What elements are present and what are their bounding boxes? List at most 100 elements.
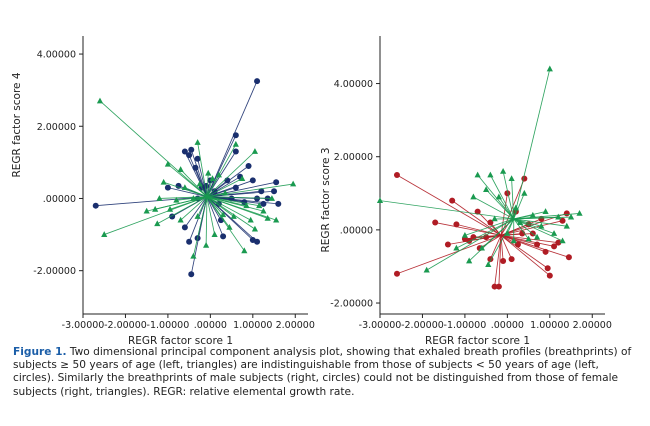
connector-line — [500, 235, 551, 276]
data-point-triangle — [546, 65, 553, 72]
data-point-circle — [491, 283, 498, 290]
connector-line — [473, 196, 514, 220]
connector-line — [206, 196, 251, 221]
data-point-triangle — [211, 231, 218, 237]
connector-line — [206, 151, 237, 197]
connector-line — [155, 196, 208, 210]
data-point-triangle — [470, 193, 477, 200]
data-point-circle — [504, 190, 511, 197]
y-tick-label: 4.00000 — [37, 50, 76, 61]
connector-line — [192, 196, 208, 257]
data-point-triangle — [510, 237, 517, 244]
data-point-circle — [271, 188, 278, 195]
data-point-triangle — [156, 195, 163, 201]
data-point-triangle — [576, 210, 583, 216]
data-point-triangle — [483, 186, 490, 193]
y-tick-label: -2.00000 — [330, 299, 373, 310]
connector-line — [396, 234, 502, 275]
data-point-triangle — [181, 184, 188, 191]
data-point-circle — [432, 219, 439, 226]
connector-line — [500, 193, 508, 236]
connector-line — [193, 196, 208, 199]
data-point-circle — [232, 184, 239, 191]
connector-line — [513, 212, 580, 220]
data-point-circle — [260, 200, 267, 207]
data-point-triangle — [209, 175, 216, 182]
data-point-circle — [220, 233, 227, 240]
connector-line — [206, 196, 258, 243]
data-point-triangle — [550, 230, 558, 236]
data-point-triangle — [512, 204, 519, 211]
data-point-triangle — [487, 171, 494, 178]
connector-line — [159, 196, 207, 199]
data-point-circle — [542, 248, 549, 255]
x-tick-label: 1.00000 — [233, 320, 272, 331]
data-point-triangle — [215, 171, 222, 178]
data-point-circle — [563, 210, 570, 217]
data-point-triangle — [243, 202, 250, 209]
data-point-circle — [453, 221, 460, 228]
connector-line — [169, 196, 208, 210]
y-tick-label: .00000 — [43, 194, 76, 205]
data-point-triangle — [194, 213, 201, 219]
data-point-triangle — [251, 225, 259, 232]
connector-line — [513, 218, 567, 227]
data-point-circle — [188, 271, 195, 278]
connector-line — [489, 235, 502, 260]
data-point-circle — [194, 155, 201, 162]
series-circles — [92, 78, 282, 278]
data-point-circle — [192, 164, 199, 171]
x-tick-label: -3.00000 — [62, 320, 105, 331]
connector-line — [206, 196, 256, 230]
connector-line — [206, 144, 237, 197]
chart-panel-left: -3.00000 -2.00000 -1.00000.00000 1.00000 2.0… — [11, 36, 315, 345]
connector-line — [513, 216, 572, 220]
data-point-triangle — [563, 222, 570, 229]
data-point-circle — [186, 238, 193, 245]
data-point-triangle — [232, 140, 239, 147]
data-point-triangle — [521, 189, 528, 196]
x-tick-label: .00000 — [194, 320, 227, 331]
data-point-triangle — [173, 196, 180, 203]
data-point-circle — [565, 254, 572, 261]
x-axis-title: REGR factor score 1 — [425, 335, 530, 345]
connector-line — [206, 196, 272, 199]
data-point-triangle — [190, 195, 197, 201]
connector-line — [167, 163, 208, 197]
connector-line — [456, 218, 514, 249]
y-tick-label: .00000 — [340, 225, 373, 236]
connector-line — [498, 196, 515, 220]
data-point-circle — [275, 200, 282, 207]
data-point-circle — [249, 177, 256, 184]
data-point-triangle — [533, 233, 541, 240]
data-point-circle — [258, 188, 265, 195]
figure-charts: -3.00000 -2.00000 -1.00000 .00000 1.00000 2.0… — [11, 36, 612, 345]
connector-line — [513, 193, 525, 220]
data-point-triangle — [474, 171, 481, 178]
connector-line — [195, 167, 208, 197]
data-point-triangle — [160, 178, 167, 185]
data-point-triangle — [453, 244, 460, 251]
x-tick-label: 2.00000 — [276, 320, 315, 331]
connector-line — [95, 196, 207, 207]
connector-line — [206, 173, 209, 197]
connector-line — [206, 151, 256, 197]
connector-line — [206, 183, 294, 198]
x-tick-label: 1.00000 — [530, 320, 569, 331]
connector-line — [206, 196, 245, 252]
data-point-triangle — [290, 180, 297, 187]
y-tick-label: 2.00000 — [334, 152, 373, 163]
connector-line — [184, 187, 208, 198]
data-point-circle — [495, 283, 502, 290]
x-tick-label: -1.00000 — [147, 320, 190, 331]
data-point-circle — [186, 152, 193, 159]
y-axis-title: REGR factor score 3 — [320, 147, 332, 252]
connector-line — [513, 218, 538, 238]
data-point-circle — [181, 148, 188, 155]
data-point-triangle — [101, 231, 108, 237]
connector-line — [180, 169, 208, 197]
connector-line — [167, 187, 208, 198]
data-point-triangle — [143, 207, 150, 214]
connector-line — [481, 218, 515, 249]
data-point-triangle — [164, 160, 172, 167]
